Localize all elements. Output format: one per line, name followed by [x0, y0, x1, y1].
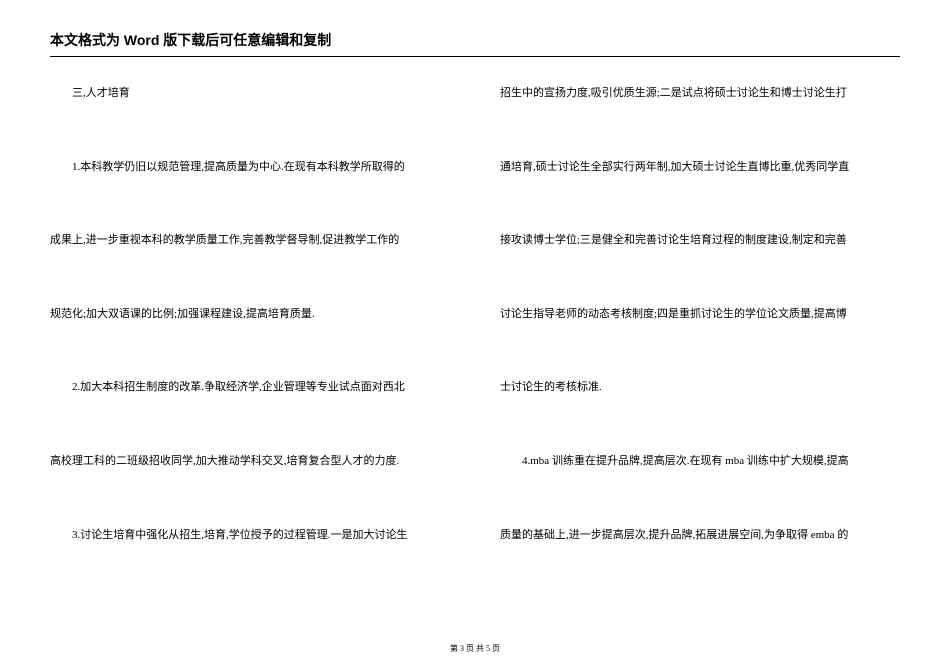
body-line: 2.加大本科招生制度的改革.争取经济学,企业管理等专业试点面对西北 — [50, 379, 450, 397]
body-line: 三,人才培育 — [50, 85, 450, 103]
body-line: 质量的基础上,进一步提高层次,提升品牌,拓展进展空间,为争取得 emba 的 — [500, 527, 900, 545]
body-line: 讨论生指导老师的动态考核制度;四是重抓讨论生的学位论文质量,提高博 — [500, 306, 900, 324]
body-line: 接攻读博士学位;三是健全和完善讨论生培育过程的制度建设,制定和完善 — [500, 232, 900, 250]
left-column: 三,人才培育 1.本科教学仍旧以规范管理,提高质量为中心.在现有本科教学所取得的… — [50, 85, 450, 600]
body-line: 规范化;加大双语课的比例;加强课程建设,提高培育质量. — [50, 306, 450, 324]
body-line: 士讨论生的考核标准. — [500, 379, 900, 397]
right-column: 招生中的宣扬力度,吸引优质生源;二是试点将硕士讨论生和博士讨论生打 通培育,硕士… — [500, 85, 900, 600]
page-header: 本文格式为 Word 版下载后可任意编辑和复制 — [50, 30, 900, 57]
body-line: 成果上,进一步重视本科的教学质量工作,完善教学督导制,促进教学工作的 — [50, 232, 450, 250]
body-line: 高校理工科的二班级招收同学,加大推动学科交叉,培育复合型人才的力度. — [50, 453, 450, 471]
body-line: 通培育,硕士讨论生全部实行两年制,加大硕士讨论生直博比重,优秀同学直 — [500, 159, 900, 177]
body-line: 招生中的宣扬力度,吸引优质生源;二是试点将硕士讨论生和博士讨论生打 — [500, 85, 900, 103]
body-line: 4.mba 训练重在提升品牌,提高层次.在现有 mba 训练中扩大规模,提高 — [500, 453, 900, 471]
page-footer: 第 3 页 共 5 页 — [0, 643, 950, 654]
body-line: 3.讨论生培育中强化从招生,培育,学位授予的过程管理.一是加大讨论生 — [50, 527, 450, 545]
body-line: 1.本科教学仍旧以规范管理,提高质量为中心.在现有本科教学所取得的 — [50, 159, 450, 177]
document-page: 本文格式为 Word 版下载后可任意编辑和复制 三,人才培育 1.本科教学仍旧以… — [0, 0, 950, 672]
two-column-body: 三,人才培育 1.本科教学仍旧以规范管理,提高质量为中心.在现有本科教学所取得的… — [50, 85, 900, 600]
